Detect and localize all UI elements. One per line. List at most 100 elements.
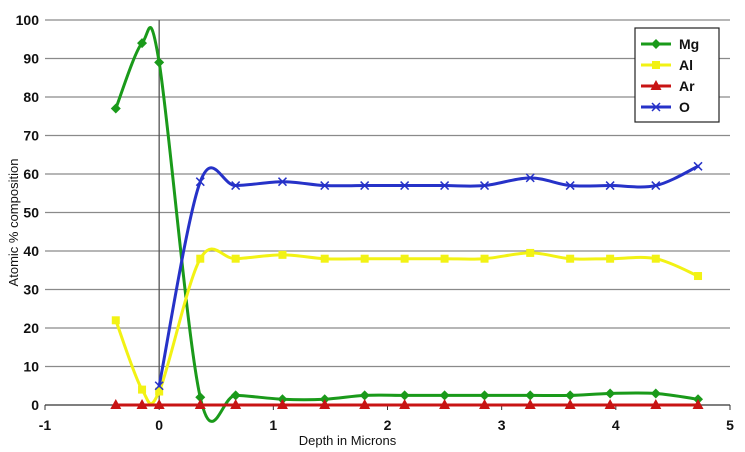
- data-point-ar: [230, 399, 242, 409]
- x-tick-label: 0: [155, 417, 163, 433]
- data-point-ar: [479, 399, 491, 409]
- data-point-mg: [605, 388, 616, 399]
- data-point-mg: [359, 390, 370, 401]
- x-tick-label: 2: [384, 417, 392, 433]
- data-point-o: [154, 381, 164, 391]
- legend-item-mg: Mg: [641, 36, 699, 52]
- data-point-mg: [137, 38, 148, 49]
- data-point-o: [525, 173, 535, 183]
- data-point-ar: [604, 399, 616, 409]
- y-tick-label: 40: [23, 243, 39, 259]
- data-point-ar: [524, 399, 536, 409]
- series-layer: [110, 25, 704, 423]
- legend-marker: [650, 80, 662, 90]
- legend-marker: [651, 102, 661, 112]
- data-point-al: [111, 316, 120, 325]
- data-point-ar: [564, 399, 576, 409]
- legend-marker: [651, 39, 661, 49]
- data-point-o: [565, 181, 575, 191]
- data-point-mg: [195, 392, 206, 403]
- y-tick-label: 90: [23, 51, 39, 67]
- data-point-al: [440, 254, 449, 263]
- data-point-mg: [399, 390, 410, 401]
- data-point-o: [277, 177, 287, 187]
- y-tick-label: 0: [31, 397, 39, 413]
- data-point-mg: [650, 388, 661, 399]
- y-tick-label: 80: [23, 89, 39, 105]
- data-point-al: [526, 248, 535, 257]
- data-point-ar: [276, 399, 288, 409]
- y-tick-label: 60: [23, 166, 39, 182]
- data-point-al: [694, 272, 703, 281]
- data-point-al: [155, 387, 164, 396]
- x-tick-label: 1: [269, 417, 277, 433]
- y-tick-label: 20: [23, 320, 39, 336]
- y-tick-label: 100: [16, 12, 40, 28]
- y-tick-label: 50: [23, 205, 39, 221]
- data-point-al: [196, 254, 205, 263]
- legend-label: Ar: [679, 78, 695, 94]
- data-point-ar: [319, 399, 331, 409]
- data-point-al: [480, 254, 489, 263]
- y-tick-label: 70: [23, 128, 39, 144]
- series-line-al: [114, 247, 700, 406]
- legend: Mg Al Ar O: [634, 27, 720, 123]
- data-point-mg: [154, 57, 165, 68]
- x-tick-label: 3: [498, 417, 506, 433]
- data-point-mg: [565, 390, 576, 401]
- data-point-o: [605, 181, 615, 191]
- legend-marker: [652, 61, 660, 69]
- data-point-al: [606, 254, 615, 263]
- data-point-o: [693, 161, 703, 171]
- data-point-o: [231, 181, 241, 191]
- legend-label: O: [679, 99, 690, 115]
- legend-item-al: Al: [641, 57, 693, 73]
- series-al: [111, 247, 703, 406]
- data-point-al: [138, 385, 147, 394]
- x-tick-label: 5: [726, 417, 734, 433]
- y-tick-label: 10: [23, 359, 39, 375]
- data-point-al: [566, 254, 575, 263]
- x-tick-label: 4: [612, 417, 620, 433]
- data-point-o: [440, 181, 450, 191]
- data-point-ar: [136, 399, 148, 409]
- y-axis-title: Atomic % composition: [6, 159, 21, 287]
- data-point-ar: [194, 399, 206, 409]
- data-point-al: [231, 254, 240, 263]
- data-point-ar: [153, 399, 165, 409]
- data-point-al: [360, 254, 369, 263]
- data-point-ar: [650, 399, 662, 409]
- data-point-al: [651, 254, 660, 263]
- data-point-o: [360, 181, 370, 191]
- data-point-ar: [359, 399, 371, 409]
- data-point-ar: [692, 399, 704, 409]
- data-point-mg: [479, 390, 490, 401]
- data-point-al: [278, 250, 287, 259]
- x-axis-title: Depth in Microns: [299, 433, 397, 448]
- data-point-al: [320, 254, 329, 263]
- data-point-o: [195, 177, 205, 187]
- legend-label: Mg: [679, 36, 699, 52]
- y-tick-label: 30: [23, 282, 39, 298]
- data-point-ar: [110, 399, 122, 409]
- data-point-ar: [439, 399, 451, 409]
- data-point-al: [400, 254, 409, 263]
- series-mg: [110, 25, 704, 423]
- x-tick-label: -1: [39, 417, 52, 433]
- data-point-mg: [525, 390, 536, 401]
- legend-label: Al: [679, 57, 693, 73]
- legend-item-o: O: [641, 99, 690, 115]
- data-point-o: [320, 181, 330, 191]
- data-point-mg: [439, 390, 450, 401]
- data-point-ar: [399, 399, 411, 409]
- series-o: [154, 161, 703, 391]
- data-point-o: [651, 181, 661, 191]
- series-ar: [110, 399, 704, 409]
- data-point-o: [400, 181, 410, 191]
- legend-item-ar: Ar: [641, 78, 695, 94]
- data-point-mg: [230, 390, 241, 401]
- data-point-o: [480, 181, 490, 191]
- data-point-mg: [110, 103, 121, 114]
